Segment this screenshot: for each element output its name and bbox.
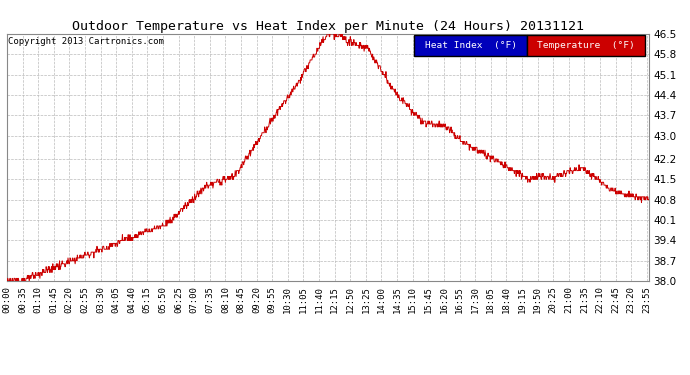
FancyBboxPatch shape <box>526 35 645 56</box>
Text: Copyright 2013 Cartronics.com: Copyright 2013 Cartronics.com <box>8 38 164 46</box>
Text: Heat Index  (°F): Heat Index (°F) <box>424 41 517 50</box>
Title: Outdoor Temperature vs Heat Index per Minute (24 Hours) 20131121: Outdoor Temperature vs Heat Index per Mi… <box>72 20 584 33</box>
FancyBboxPatch shape <box>415 35 526 56</box>
Text: Temperature  (°F): Temperature (°F) <box>537 41 635 50</box>
